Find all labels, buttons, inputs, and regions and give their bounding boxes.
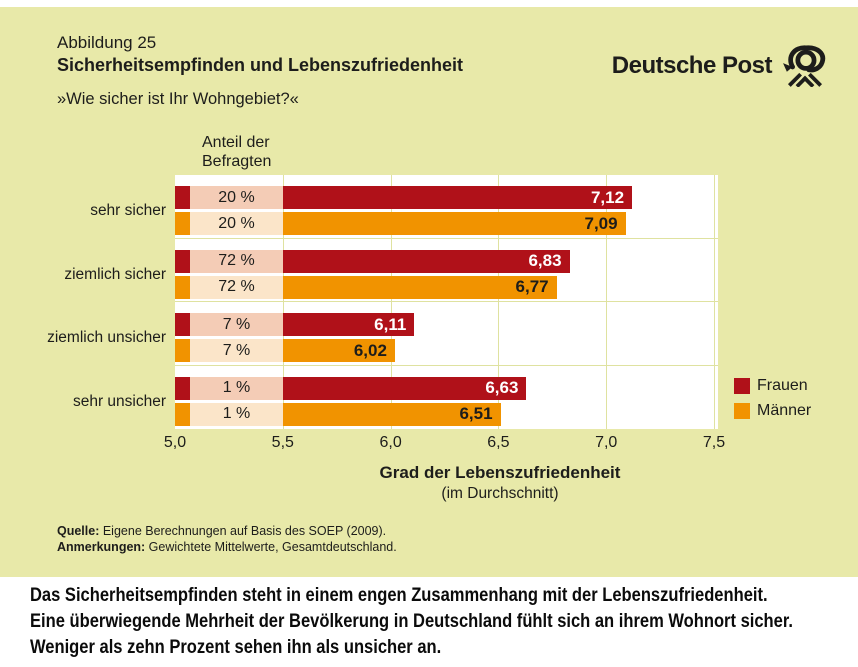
value-label-maenner: 6,02 <box>353 340 387 360</box>
bar-group: 20 % 7,12 20 % 7,09 <box>175 175 718 239</box>
gridline <box>390 175 392 429</box>
notes-label: Anmerkungen: <box>57 540 146 554</box>
share-pill-frauen: 1 % <box>190 376 283 400</box>
bar-group: 72 % 6,83 72 % 6,77 <box>175 239 718 302</box>
bar-frauen: 72 % 6,83 <box>175 249 570 273</box>
category-label: ziemlich unsicher <box>47 329 166 346</box>
share-pill-maenner: 1 % <box>190 402 283 426</box>
summary-text: Das Sicherheitsempfinden steht in einem … <box>30 583 850 661</box>
source-text: Eigene Berechnungen auf Basis des SOEP (… <box>99 524 387 538</box>
summary-line-1: Das Sicherheitsempfinden steht in einem … <box>30 585 768 606</box>
figure-label: Abbildung 25 <box>57 33 157 52</box>
chart-title: Sicherheitsempfinden und Lebenszufrieden… <box>57 55 464 75</box>
value-label-frauen: 6,63 <box>485 378 519 397</box>
bar-maenner: 20 % 7,09 <box>175 212 626 235</box>
bar-frauen: 1 % 6,63 <box>175 376 527 400</box>
gridline <box>282 175 284 429</box>
survey-question: »Wie sicher ist Ihr Wohngebiet?« <box>57 90 299 108</box>
share-pill-maenner: 72 % <box>190 275 283 299</box>
x-tick: 7,5 <box>702 434 726 451</box>
x-axis-title: Grad der Lebenszufriedenheit <box>379 463 621 482</box>
summary-line-3: Weniger als zehn Prozent sehen ihn als u… <box>30 637 442 658</box>
source-note: Quelle: Eigene Berechnungen auf Basis de… <box>57 523 397 539</box>
brand-name: Deutsche Post <box>611 52 773 79</box>
brand-logo: Deutsche Post <box>612 45 830 87</box>
legend-label-maenner: Männer <box>757 402 812 419</box>
category-axis: sehr sicher ziemlich sicher ziemlich unsic… <box>0 175 166 429</box>
share-pill-frauen: 7 % <box>190 313 283 336</box>
gridline <box>498 175 500 429</box>
category-label: ziemlich sicher <box>64 265 166 283</box>
share-pill-frauen: 20 % <box>190 186 283 209</box>
bar-maenner: 72 % 6,77 <box>175 275 557 299</box>
source-label: Quelle: <box>57 524 100 538</box>
x-tick: 6,5 <box>487 434 510 451</box>
x-tick: 7,0 <box>595 434 618 451</box>
bar-maenner: 7 % 6,02 <box>175 339 395 362</box>
value-label-frauen: 6,83 <box>528 251 562 270</box>
gridline <box>714 175 715 429</box>
bar-group: 7 % 6,11 7 % 6,02 <box>175 302 718 366</box>
notes-note: Anmerkungen: Gewichtete Mittelwerte, Ges… <box>57 539 397 555</box>
share-pill-frauen: 72 % <box>190 249 283 273</box>
x-tick: 5,5 <box>271 434 294 451</box>
bar-maenner: 1 % 6,51 <box>175 402 501 426</box>
x-axis-subtitle: (im Durchschnitt) <box>441 485 559 502</box>
legend-item-maenner: Männer <box>734 402 811 420</box>
bar-frauen: 7 % 6,11 <box>175 313 415 336</box>
x-axis-ticks: 5,0 5,5 6,0 6,5 7,0 7,5 <box>164 434 725 454</box>
category-label: sehr sicher <box>90 202 166 219</box>
value-label-frauen: 6,11 <box>374 314 407 334</box>
footnotes: Quelle: Eigene Berechnungen auf Basis de… <box>57 523 397 555</box>
share-pill-maenner: 7 % <box>190 339 283 362</box>
chart-card: Abbildung 25 Sicherheitsempfinden und Le… <box>0 7 858 577</box>
legend-swatch-frauen <box>734 378 750 394</box>
legend-item-frauen: Frauen <box>734 377 811 395</box>
value-label-maenner: 7,09 <box>584 213 618 233</box>
summary-line-2: Eine überwiegende Mehrheit der Bevölkeru… <box>30 611 793 632</box>
category-label: sehr unsicher <box>72 392 166 410</box>
posthorn-icon <box>783 45 826 87</box>
x-tick: 5,0 <box>163 434 187 451</box>
value-label-frauen: 7,12 <box>590 187 625 207</box>
value-label-maenner: 6,77 <box>515 277 549 296</box>
share-column-header: Anteil der Befragten <box>202 134 272 170</box>
plot-area: 20 % 7,12 20 % 7,09 72 % 6,83 72 % 6,77 7 % 6,11 7… <box>175 175 718 429</box>
legend: Frauen Männer <box>734 377 811 427</box>
bar-group: 1 % 6,63 1 % 6,51 <box>175 366 718 430</box>
x-tick: 6,0 <box>379 434 402 451</box>
value-label-maenner: 6,51 <box>459 404 493 423</box>
notes-text: Gewichtete Mittelwerte, Gesamtdeutschlan… <box>145 540 397 554</box>
bar-frauen: 20 % 7,12 <box>175 186 633 209</box>
legend-label-frauen: Frauen <box>757 377 808 394</box>
gridline <box>606 175 608 429</box>
share-pill-maenner: 20 % <box>190 212 283 235</box>
legend-swatch-maenner <box>734 403 750 419</box>
